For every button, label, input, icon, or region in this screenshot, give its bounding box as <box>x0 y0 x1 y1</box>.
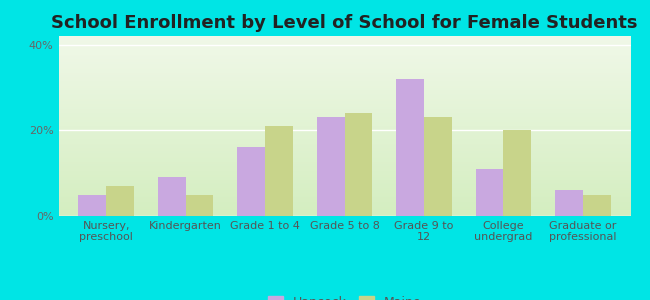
Bar <box>424 117 452 216</box>
Bar <box>317 117 345 216</box>
Bar <box>79 195 106 216</box>
Bar <box>106 186 134 216</box>
Title: School Enrollment by Level of School for Female Students: School Enrollment by Level of School for… <box>51 14 638 32</box>
Bar <box>158 177 186 216</box>
Bar <box>237 147 265 216</box>
Bar <box>396 79 424 216</box>
Legend: Hancock, Maine: Hancock, Maine <box>263 291 426 300</box>
Bar <box>503 130 531 216</box>
Bar <box>555 190 583 216</box>
Bar <box>344 113 372 216</box>
Bar <box>265 126 293 216</box>
Bar <box>186 195 213 216</box>
Bar <box>583 195 610 216</box>
Bar <box>476 169 503 216</box>
